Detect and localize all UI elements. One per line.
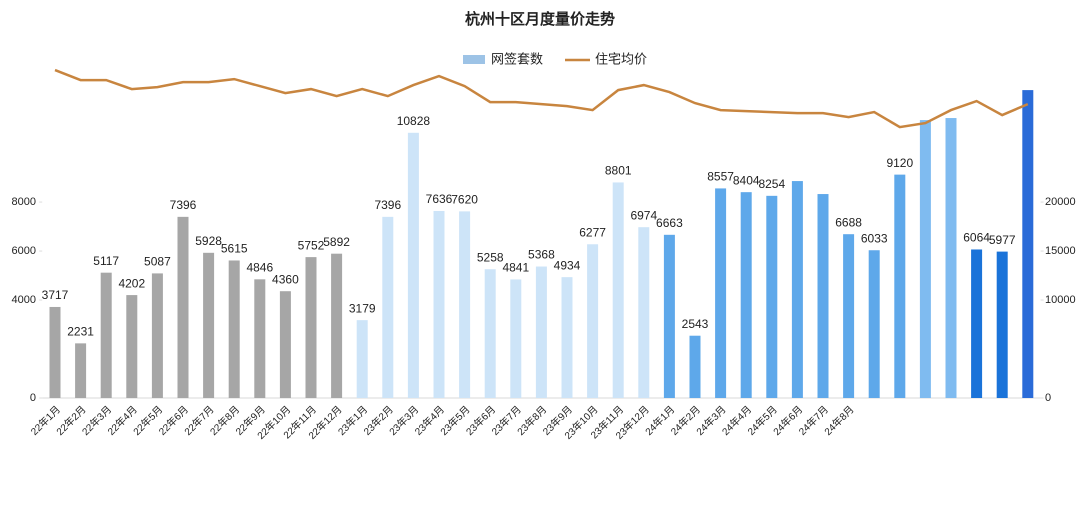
bar [945, 118, 957, 399]
data-label: 6277 [579, 225, 606, 239]
bar [791, 181, 803, 398]
data-label: 5087 [144, 255, 171, 269]
bar [151, 273, 163, 398]
data-label: 5892 [323, 235, 350, 249]
bar [868, 250, 880, 398]
data-label: 5977 [989, 233, 1016, 247]
data-label: 4841 [502, 261, 529, 275]
bar [663, 234, 675, 398]
bar [766, 195, 778, 398]
bar [715, 188, 727, 398]
data-label: 6688 [835, 215, 862, 229]
bar [433, 210, 445, 398]
bar [305, 257, 317, 398]
data-label: 4934 [554, 258, 581, 272]
data-label: 5368 [528, 248, 555, 262]
data-label: 4846 [246, 260, 273, 274]
bar [100, 272, 112, 398]
bar [331, 253, 343, 398]
data-label: 8557 [707, 170, 734, 184]
bar [356, 320, 368, 398]
data-label: 4202 [118, 276, 145, 290]
legend-label: 网签套数 [491, 51, 543, 66]
data-label: 9120 [886, 156, 913, 170]
y-tick-label: 6000 [12, 245, 36, 257]
y2-tick-label: 10000 [1045, 294, 1076, 306]
bar [894, 174, 906, 398]
bar [279, 291, 291, 398]
data-label: 5117 [93, 254, 119, 268]
data-label: 7636 [426, 192, 453, 206]
bar [407, 132, 419, 398]
y2-tick-label: 0 [1045, 392, 1051, 404]
bar [49, 306, 61, 398]
bar [689, 335, 701, 398]
data-label: 6974 [630, 208, 657, 222]
data-label: 10828 [397, 114, 431, 128]
bar [1022, 90, 1034, 398]
bar [177, 216, 189, 398]
chart-title: 杭州十区月度量价走势 [465, 10, 615, 28]
data-label: 7396 [374, 198, 401, 212]
data-label: 8404 [733, 173, 760, 187]
bar [587, 244, 599, 398]
bar [996, 251, 1008, 398]
bar [740, 192, 752, 398]
data-label: 3717 [42, 288, 69, 302]
bar [126, 295, 138, 398]
data-label: 2543 [682, 317, 709, 331]
bar [510, 279, 522, 398]
bar [971, 249, 983, 398]
y-tick-label: 0 [30, 392, 36, 404]
y-tick-label: 8000 [12, 196, 36, 208]
y-tick-label: 4000 [12, 294, 36, 306]
bar [919, 120, 931, 399]
bar [535, 266, 547, 398]
bar [459, 211, 471, 398]
data-label: 5615 [221, 242, 248, 256]
bar [254, 279, 266, 398]
bar [612, 182, 624, 398]
data-label: 7396 [170, 198, 197, 212]
bar [817, 194, 829, 398]
data-label: 8254 [758, 177, 785, 191]
bar [843, 234, 855, 398]
price-line [54, 68, 1029, 129]
bar [75, 343, 87, 398]
data-label: 5752 [298, 238, 325, 252]
data-label: 8801 [605, 164, 632, 178]
legend-label: 住宅均价 [595, 51, 647, 66]
data-label: 6033 [861, 231, 888, 245]
bar [484, 269, 496, 398]
y2-tick-label: 20000 [1045, 196, 1076, 208]
data-label: 6663 [656, 216, 683, 230]
data-label: 7620 [451, 193, 478, 207]
legend-swatch [463, 55, 485, 64]
data-label: 6064 [963, 231, 990, 245]
bar [203, 252, 215, 398]
bar [382, 216, 394, 398]
bar [638, 227, 650, 398]
data-label: 4360 [272, 272, 299, 286]
data-label: 5928 [195, 234, 222, 248]
data-label: 2231 [67, 325, 94, 339]
data-label: 5258 [477, 250, 504, 264]
bar [228, 260, 240, 398]
data-label: 3179 [349, 301, 376, 315]
bar [561, 277, 573, 398]
y2-tick-label: 15000 [1045, 245, 1076, 257]
